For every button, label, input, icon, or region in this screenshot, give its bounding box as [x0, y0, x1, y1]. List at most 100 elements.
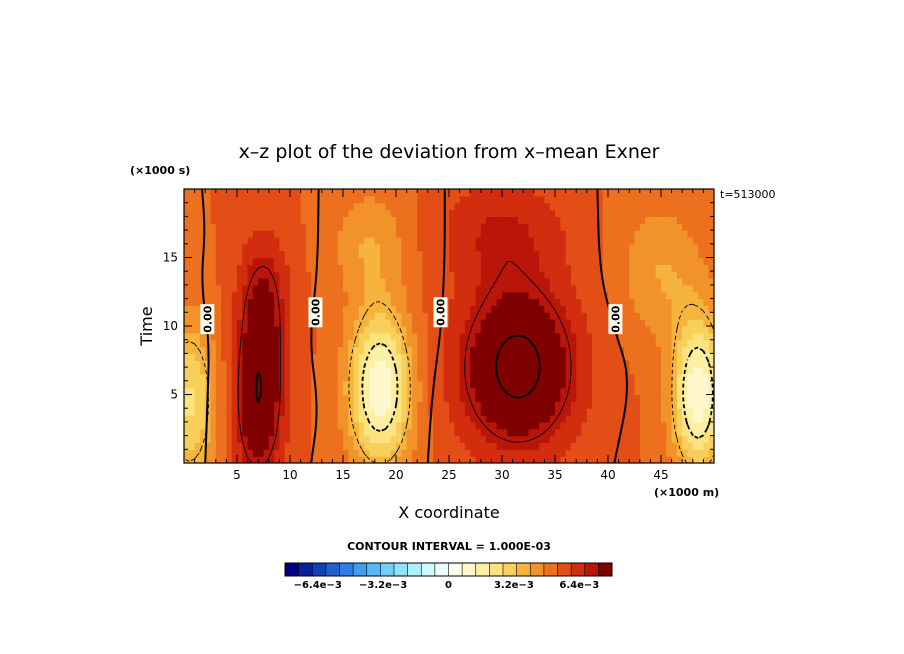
colorbar-swatch: [312, 563, 327, 576]
heatmap-cell: [215, 209, 222, 217]
heatmap-cell: [205, 189, 212, 197]
heatmap-cell: [321, 353, 328, 361]
heatmap-cell: [199, 339, 206, 348]
heatmap-cell: [666, 271, 673, 279]
heatmap-cell: [263, 271, 270, 279]
heatmap-cell: [507, 415, 514, 423]
heatmap-cell: [184, 298, 190, 307]
heatmap-cell: [380, 339, 386, 348]
heatmap-cell: [385, 353, 392, 361]
heatmap-cell: [353, 319, 360, 327]
heatmap-cell: [184, 312, 190, 320]
heatmap-cell: [645, 223, 651, 231]
heatmap-cell: [290, 312, 296, 320]
heatmap-cell: [279, 360, 286, 368]
axis-ticks: [184, 189, 714, 463]
heatmap-cell: [586, 394, 593, 402]
heatmap-cell: [464, 339, 471, 348]
heatmap-cell: [215, 312, 222, 320]
heatmap-cell: [687, 456, 694, 463]
heatmap-cell: [385, 387, 392, 396]
heatmap-cell: [618, 415, 625, 423]
heatmap-cell: [655, 230, 662, 238]
heatmap-cell: [650, 216, 657, 224]
heatmap-cell: [231, 435, 238, 444]
heatmap-cell: [337, 408, 344, 416]
heatmap-cell: [491, 195, 498, 204]
heatmap-cell: [364, 373, 371, 382]
heatmap-cell: [295, 332, 302, 341]
heatmap-cell: [655, 243, 662, 252]
heatmap-cell: [252, 435, 259, 444]
heatmap-cell: [205, 195, 212, 204]
heatmap-cell: [581, 428, 588, 437]
heatmap-cell: [586, 243, 593, 252]
heatmap-cell: [517, 312, 524, 320]
heatmap-cell: [348, 367, 355, 375]
zero-contour-line: [596, 189, 628, 463]
heatmap-cell: [496, 339, 503, 348]
heatmap-cell: [417, 189, 424, 197]
heatmap-cell: [194, 360, 201, 368]
heatmap-cell: [602, 339, 609, 348]
heatmap-cell: [274, 243, 280, 252]
heatmap-cell: [311, 243, 318, 252]
heatmap-cell: [274, 209, 280, 217]
heatmap-cell: [623, 271, 630, 279]
heatmap-cell: [523, 380, 530, 389]
heatmap-cell: [290, 305, 296, 313]
heatmap-cell: [676, 428, 683, 437]
heatmap-cell: [396, 291, 402, 300]
heatmap-cell: [184, 353, 190, 361]
heatmap-cell: [502, 380, 508, 389]
heatmap-cell: [385, 202, 392, 211]
heatmap-cell: [263, 312, 270, 320]
heatmap-cell: [507, 428, 514, 437]
heatmap-cell: [517, 284, 524, 293]
heatmap-cell: [258, 298, 265, 307]
heatmap-cell: [576, 230, 583, 238]
heatmap-cell: [539, 202, 545, 211]
zero-label-background: [308, 297, 323, 328]
heatmap-cell: [464, 319, 471, 327]
heatmap-cell: [703, 236, 710, 245]
heatmap-cell: [290, 195, 296, 204]
heatmap-cell: [406, 305, 413, 313]
heatmap-cell: [623, 353, 630, 361]
heatmap-cell: [358, 257, 365, 265]
heatmap-cell: [650, 223, 657, 231]
heatmap-cell: [337, 373, 344, 382]
heatmap-cell: [597, 284, 604, 293]
heatmap-cell: [645, 326, 651, 334]
heatmap-cell: [321, 442, 328, 450]
heatmap-cell: [544, 278, 551, 286]
heatmap-cell: [205, 250, 212, 259]
heatmap-cell: [523, 312, 530, 320]
heatmap-cell: [258, 401, 265, 409]
heatmap-cell: [517, 394, 524, 402]
heatmap-cell: [443, 449, 450, 457]
heatmap-cell: [671, 243, 678, 252]
heatmap-cell: [242, 449, 249, 457]
heatmap-cell: [279, 332, 286, 341]
heatmap-cell: [602, 346, 609, 354]
heatmap-cell: [592, 421, 598, 430]
heatmap-cell: [539, 291, 545, 300]
heatmap-cell: [279, 305, 286, 313]
heatmap-cell: [480, 346, 487, 354]
heatmap-cell: [411, 189, 418, 197]
heatmap-cell: [316, 202, 323, 211]
heatmap-cell: [210, 189, 217, 197]
heatmap-cell: [491, 305, 498, 313]
heatmap-cell: [570, 394, 577, 402]
heatmap-cell: [194, 373, 201, 382]
heatmap-cell: [491, 435, 498, 444]
heatmap-cell: [263, 339, 270, 348]
heatmap-cell: [650, 367, 657, 375]
heatmap-cell: [480, 291, 487, 300]
heatmap-cell: [385, 401, 392, 409]
heatmap-cell: [560, 435, 567, 444]
heatmap-cell: [634, 312, 641, 320]
heatmap-cell: [189, 435, 196, 444]
heatmap-cell: [316, 394, 323, 402]
